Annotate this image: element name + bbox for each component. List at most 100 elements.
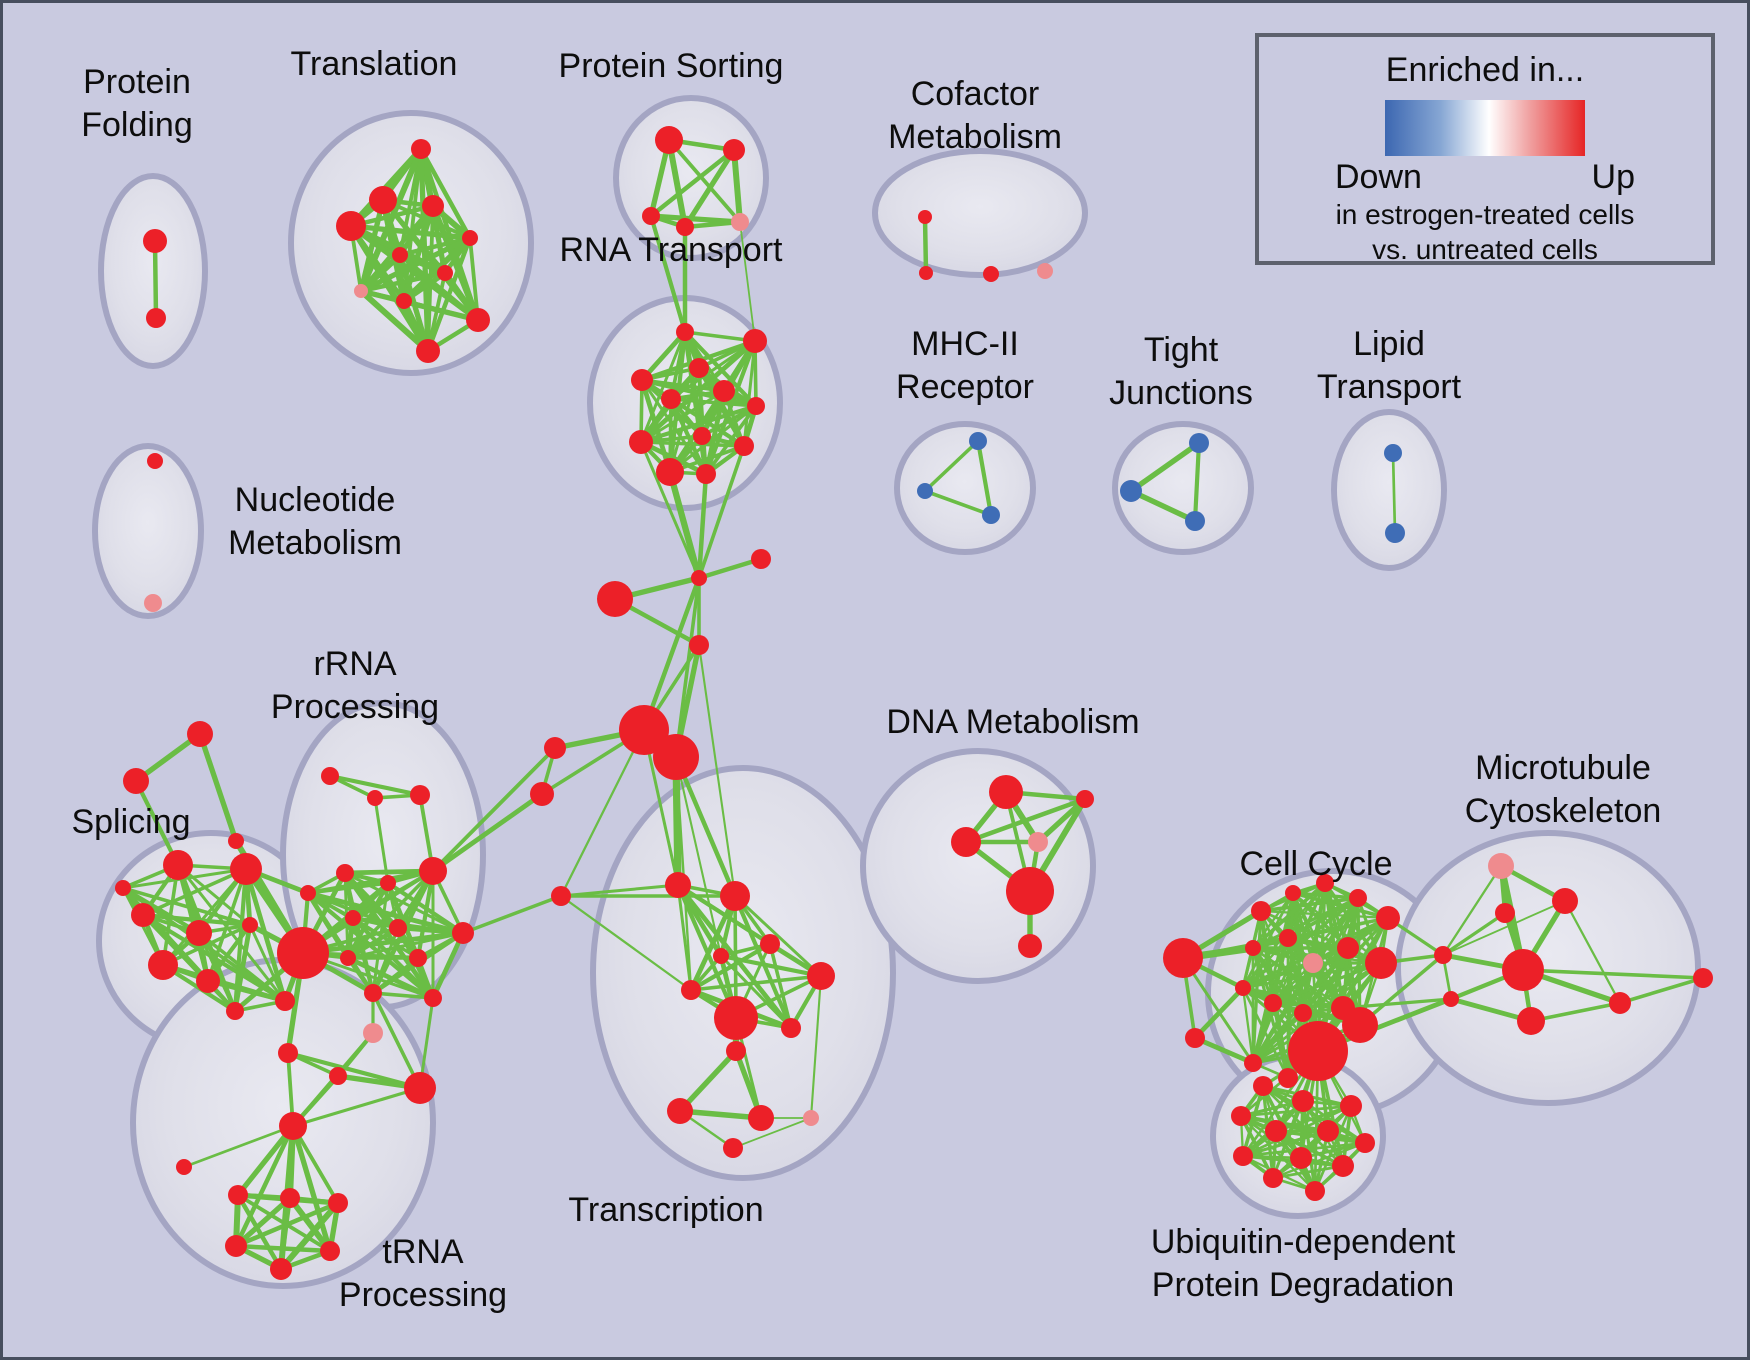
- gene-set-node: [369, 186, 397, 214]
- edge: [742, 339, 757, 448]
- gene-set-node: [1488, 853, 1514, 879]
- gene-set-node: [1434, 946, 1452, 964]
- edge: [1391, 451, 1397, 535]
- edge: [1358, 953, 1445, 1027]
- gene-set-node: [300, 885, 316, 901]
- edge: [639, 440, 701, 580]
- edge: [351, 916, 420, 960]
- cluster-label-dna-metabolism: DNA Metabolism: [886, 703, 1140, 741]
- gene-set-node: [661, 389, 681, 409]
- gene-set-node: [363, 1023, 383, 1043]
- edge: [121, 886, 252, 927]
- edge: [1251, 881, 1327, 950]
- edge: [1251, 1001, 1275, 1065]
- edge: [768, 942, 793, 1030]
- gene-set-node: [1384, 444, 1402, 462]
- gene-set-node: [723, 139, 745, 161]
- gene-set-node: [396, 293, 412, 309]
- gene-set-node: [1253, 1076, 1273, 1096]
- gene-set-node: [760, 934, 780, 954]
- gene-set-node: [422, 195, 444, 217]
- edge: [731, 147, 743, 225]
- cluster-label-rna-transport: RNA Transport: [559, 231, 783, 269]
- gene-set-node: [367, 790, 383, 806]
- cluster-label-tight-junctions: Tight Junctions: [1109, 331, 1253, 412]
- gene-set-node: [734, 436, 754, 456]
- gene-set-node: [186, 920, 212, 946]
- edge: [176, 863, 252, 927]
- gene-set-node: [354, 284, 368, 298]
- edge: [1563, 899, 1622, 1005]
- cluster-label-microtubule-cytoskeleton: Microtubule Cytoskeleton: [1464, 749, 1662, 830]
- gene-set-node: [642, 207, 660, 225]
- edge: [233, 1195, 293, 1249]
- edge: [152, 238, 159, 321]
- gene-set-node: [747, 397, 765, 415]
- gene-set-node: [230, 853, 262, 885]
- edge: [1241, 961, 1383, 990]
- edge: [305, 890, 466, 936]
- cluster-label-protein-sorting: Protein Sorting: [558, 47, 784, 85]
- gene-set-node: [1278, 1068, 1298, 1088]
- cluster-label-translation: Translation: [290, 45, 458, 83]
- gene-set-node: [1443, 991, 1459, 1007]
- edge: [358, 197, 386, 294]
- edge: [1251, 891, 1295, 950]
- edge: [666, 468, 703, 582]
- edge: [1271, 1001, 1290, 1080]
- edge: [1442, 900, 1566, 956]
- gene-set-node: [689, 635, 709, 655]
- gene-set-node: [1365, 947, 1397, 979]
- gene-set-node: [1245, 940, 1261, 956]
- gene-set-node: [340, 950, 356, 966]
- edge: [1192, 1035, 1256, 1066]
- gene-set-node: [676, 218, 694, 236]
- edge: [205, 978, 288, 1004]
- gene-set-node: [530, 782, 554, 806]
- gene-set-node: [696, 464, 716, 484]
- gene-set-node: [1294, 1004, 1312, 1022]
- gene-set-node: [364, 984, 382, 1002]
- gene-set-node: [1018, 934, 1042, 958]
- edge: [430, 930, 466, 1001]
- gene-set-node: [983, 266, 999, 282]
- gene-set-node: [676, 323, 694, 341]
- edge: [1192, 440, 1202, 524]
- edge: [1618, 976, 1705, 1005]
- gene-set-node: [163, 850, 193, 880]
- gene-set-node: [1163, 938, 1203, 978]
- edge: [1286, 896, 1360, 940]
- cluster-label-transcription: Transcription: [568, 1191, 764, 1229]
- edge: [1241, 936, 1290, 990]
- gene-set-node: [713, 948, 729, 964]
- edge: [642, 728, 680, 887]
- edge: [468, 236, 480, 322]
- gene-set-node: [228, 833, 244, 849]
- edge: [342, 868, 436, 876]
- gene-set-node: [1340, 1095, 1362, 1117]
- gene-set-node: [270, 1258, 292, 1280]
- gene-set-node: [275, 991, 295, 1011]
- edge: [1239, 1114, 1367, 1145]
- edge: [1441, 864, 1503, 957]
- cluster-label-trna-processing: tRNA Processing: [338, 1233, 508, 1314]
- gene-set-node: [551, 886, 571, 906]
- edge: [696, 556, 764, 581]
- edge: [640, 378, 708, 476]
- edge: [141, 867, 248, 917]
- edge: [666, 137, 688, 230]
- edge: [682, 219, 743, 230]
- gene-set-node: [380, 875, 396, 891]
- gene-set-node: [1337, 937, 1359, 959]
- edge: [696, 471, 709, 581]
- gene-set-node: [689, 358, 709, 378]
- gene-set-node: [1342, 1007, 1378, 1043]
- edge: [290, 1123, 333, 1254]
- gene-set-node: [1332, 1155, 1354, 1177]
- gene-set-node: [411, 139, 431, 159]
- gene-set-node: [1076, 790, 1094, 808]
- edge: [430, 203, 481, 323]
- gene-set-node: [1265, 1120, 1287, 1142]
- edge: [559, 728, 646, 898]
- edge: [1441, 911, 1507, 957]
